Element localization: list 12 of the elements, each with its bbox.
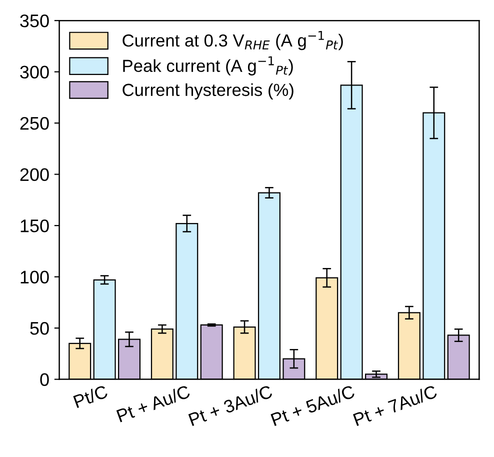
y-tick-label: 250 — [20, 117, 49, 130]
y-tick-label: 100 — [20, 270, 49, 284]
legend-label: Peak current (A g$^{−1}$$_{Pt}$) — [123, 56, 293, 76]
legend-label: Current at 0.3 V$_{RHE}$ (A g$^{−1}$$_{Pt}$) — [122, 30, 343, 50]
x-tick-label: Pt/C — [72, 384, 108, 408]
y-tick-label: 200 — [20, 168, 49, 182]
y-tick-label: 300 — [20, 66, 49, 79]
y-tick-label: 50 — [30, 322, 49, 335]
y-tick-label: 350 — [20, 14, 49, 28]
y-tick-label: 150 — [20, 219, 49, 232]
y-tick-label: 0 — [40, 373, 49, 386]
legend-label: Current hysteresis (%) — [122, 83, 294, 100]
